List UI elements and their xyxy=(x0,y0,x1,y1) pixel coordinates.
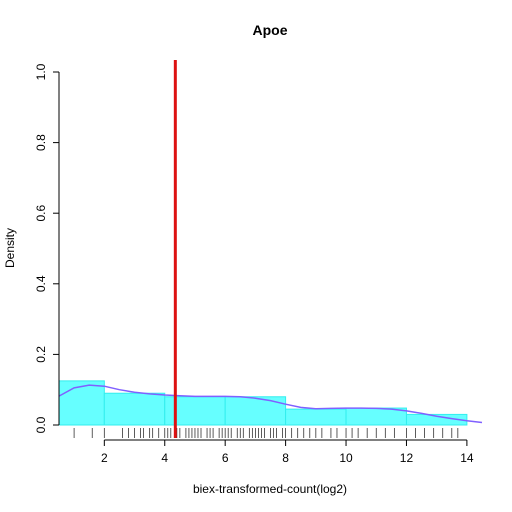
histogram-bar-0 xyxy=(58,380,105,426)
histogram-bar-6 xyxy=(405,413,468,426)
x-tick-label-0: 2 xyxy=(101,451,108,465)
x-tick-label-3: 8 xyxy=(282,451,289,465)
x-tick-label-6: 14 xyxy=(460,451,474,465)
y-tick-label-1: 0.2 xyxy=(34,346,48,363)
x-tick-label-5: 12 xyxy=(400,451,414,465)
y-tick-label-3: 0.6 xyxy=(34,205,48,222)
y-tick-label-2: 0.4 xyxy=(34,275,48,292)
y-tick-label-4: 0.8 xyxy=(34,134,48,151)
x-tick-label-1: 4 xyxy=(161,451,168,465)
histogram-bar-3 xyxy=(224,396,287,426)
x-tick-label-4: 10 xyxy=(339,451,353,465)
histogram-bar-2 xyxy=(164,396,226,426)
histogram-bars xyxy=(58,380,468,426)
x-tick-label-2: 6 xyxy=(222,451,229,465)
x-axis: 2 4 6 8 10 12 14 xyxy=(101,439,474,465)
y-tick-label-5: 1.0 xyxy=(34,63,48,80)
histogram-bar-5 xyxy=(345,407,407,426)
histogram-bar-4 xyxy=(285,408,347,426)
chart-title: Apoe xyxy=(253,22,288,38)
density-curve xyxy=(58,384,483,424)
y-axis-label: Density xyxy=(3,228,17,268)
rug-marks xyxy=(73,428,459,438)
y-axis: 0.0 0.2 0.4 0.6 0.8 1.0 xyxy=(34,63,60,433)
x-axis-label: biex-transformed-count(log2) xyxy=(193,482,347,496)
histogram-bar-1 xyxy=(103,392,166,426)
y-tick-label-0: 0.0 xyxy=(34,416,48,433)
